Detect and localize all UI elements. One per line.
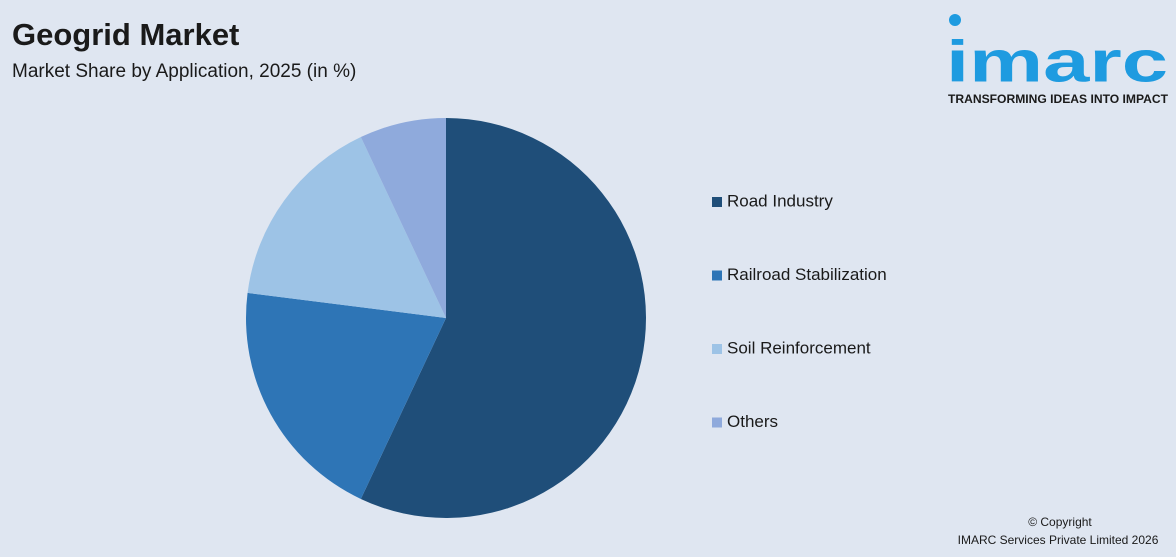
logo-tagline: TRANSFORMING IDEAS INTO IMPACT — [948, 92, 1169, 106]
legend-swatch — [712, 417, 722, 428]
legend-swatch — [712, 197, 722, 207]
legend-swatch — [712, 344, 722, 354]
legend-label: Soil Reinforcement — [727, 338, 871, 357]
logo-dot — [949, 14, 961, 26]
pie-slice — [360, 118, 446, 318]
legend-label: Others — [727, 412, 778, 431]
pie-slice — [247, 137, 446, 318]
chart-subtitle: Market Share by Application, 2025 (in %) — [12, 61, 356, 82]
legend-label: Road Industry — [727, 191, 833, 210]
legend-swatch — [712, 270, 722, 281]
copyright: © Copyright — [1028, 515, 1092, 529]
logo-name: imarc — [946, 29, 1168, 94]
legend-label: Railroad Stabilization — [727, 265, 887, 284]
pie-slice — [360, 118, 646, 518]
pie-slice — [246, 292, 446, 499]
company: IMARC Services Private Limited 2026 — [958, 533, 1159, 547]
chart-title: Geogrid Market — [12, 17, 239, 52]
